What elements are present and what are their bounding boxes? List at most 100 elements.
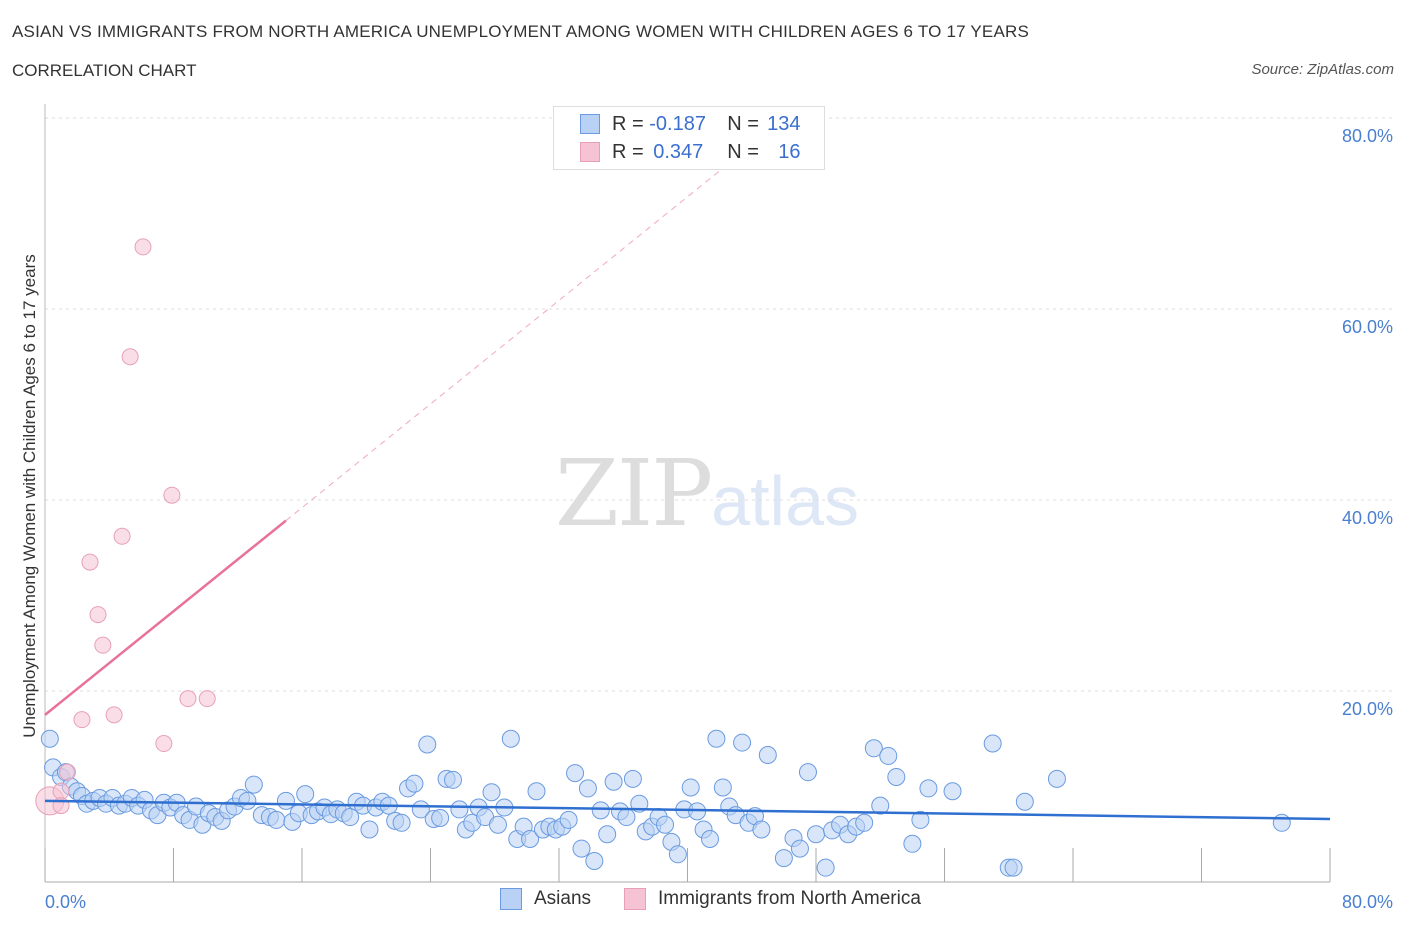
asian-point (443, 770, 462, 789)
asian-point (790, 839, 809, 858)
legend-n-value-nam: 16 (778, 140, 801, 163)
asian-point (919, 779, 938, 798)
nam-point (163, 486, 181, 504)
legend-n-label: N = (727, 140, 765, 163)
asian-point (450, 800, 469, 819)
legend-r-value-nam: 0.347 (653, 140, 704, 163)
nam-point (134, 238, 152, 256)
bottom-legend-asians: Asians (500, 888, 591, 910)
asian-point (40, 729, 59, 748)
asian-point (578, 779, 597, 798)
nam-trend-line (44, 519, 287, 716)
nam-point (94, 636, 112, 654)
grid (45, 117, 1392, 692)
asian-point (1004, 858, 1023, 877)
asian-point (887, 767, 906, 786)
bottom-swatch-asians (500, 888, 522, 910)
asian-point (1272, 813, 1291, 832)
asian-point (1047, 769, 1066, 788)
legend-r-label: R = (612, 112, 650, 135)
nam-points (35, 238, 216, 816)
asian-point (591, 801, 610, 820)
asian-point (566, 764, 585, 783)
nam-trend-extension (285, 117, 786, 521)
watermark-atlas: atlas (711, 462, 860, 540)
asian-point (707, 729, 726, 748)
asian-trend-line (44, 799, 1331, 821)
asian-point (431, 809, 450, 828)
asian-point (668, 845, 687, 864)
tick-labels: 20.0% 40.0% 60.0% 80.0% 0.0% 80.0% (45, 126, 1393, 912)
asian-point (572, 839, 591, 858)
asian-point (758, 745, 777, 764)
nam-point (113, 527, 131, 545)
x-tick-label-max: 80.0% (1342, 892, 1393, 912)
asian-point (623, 769, 642, 788)
asian-point (604, 772, 623, 791)
asian-point (807, 825, 825, 844)
asian-point (983, 734, 1002, 753)
nam-point (89, 606, 107, 624)
asian-point (903, 834, 922, 853)
asian-point (405, 774, 424, 793)
asian-point (911, 810, 930, 829)
asian-point (598, 825, 617, 844)
legend-row-nam: R = 0.347 N = 16 (580, 139, 801, 165)
nam-point (81, 553, 99, 571)
asian-point (521, 830, 540, 849)
asian-point (879, 746, 898, 765)
trend-lines (44, 117, 1331, 821)
stats-legend: R = -0.187 N = 134 R = 0.347 N = 16 (553, 106, 825, 170)
asian-point (816, 858, 835, 877)
legend-r-label: R = (612, 140, 650, 163)
nam-point (198, 690, 216, 708)
asian-point (617, 808, 636, 827)
asian-point (418, 735, 437, 754)
y-tick-label: 40.0% (1342, 508, 1393, 528)
asian-point (752, 820, 771, 839)
asian-point (296, 785, 315, 804)
asian-point (341, 808, 360, 827)
asian-point (276, 791, 295, 810)
asian-point (681, 778, 700, 797)
axes (44, 104, 1331, 883)
asian-point (733, 733, 752, 752)
source-label: Source: ZipAtlas.com (1251, 61, 1394, 78)
asian-point (656, 815, 675, 834)
asian-point (1015, 792, 1034, 811)
asian-point (864, 739, 883, 758)
bottom-swatch-nam (624, 888, 646, 910)
asian-point (482, 783, 501, 802)
asian-point (774, 849, 793, 868)
chart-title: ASIAN VS IMMIGRANTS FROM NORTH AMERICA U… (12, 22, 1030, 41)
y-tick-label: 20.0% (1342, 699, 1393, 719)
asian-point (501, 729, 520, 748)
nam-point (179, 690, 197, 708)
asian-point (267, 810, 286, 829)
legend-swatch-asians (580, 114, 600, 134)
watermark-zip: ZIP (555, 440, 713, 547)
asian-point (700, 830, 719, 849)
y-tick-label: 80.0% (1342, 126, 1393, 146)
asian-point (488, 815, 507, 834)
zipatlas-watermark: ZIPatlas (555, 440, 859, 547)
nam-point (58, 763, 76, 781)
asian-point (855, 813, 874, 832)
nam-point (121, 348, 139, 366)
asian-point (713, 778, 732, 797)
asian-point (943, 782, 962, 801)
nam-point (105, 706, 123, 724)
asian-points (40, 729, 1291, 877)
x-tick-label-min: 0.0% (45, 892, 86, 912)
y-tick-label: 60.0% (1342, 317, 1393, 337)
nam-point (73, 711, 91, 729)
asian-point (360, 820, 379, 839)
nam-point (155, 735, 173, 753)
legend-swatch-nam (580, 142, 600, 162)
bottom-legend-asians-label: Asians (534, 888, 592, 909)
asian-point (559, 810, 578, 829)
bottom-legend-nam-label: Immigrants from North America (658, 888, 921, 909)
legend-row-asians: R = -0.187 N = 134 (580, 111, 801, 137)
legend-n-value-asians: 134 (767, 112, 801, 135)
